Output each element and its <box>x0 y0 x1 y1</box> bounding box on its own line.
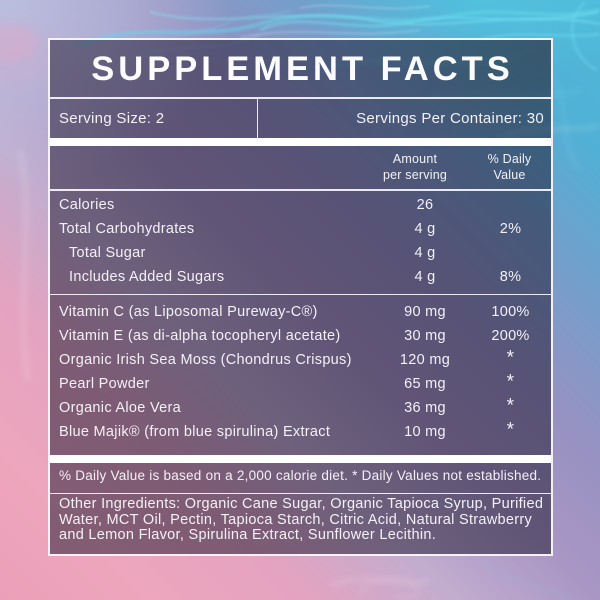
table-row: Pearl Powder 65 mg * <box>59 371 515 393</box>
divider-below-title <box>50 97 551 99</box>
table-row: Vitamin E (as di-alpha tocopheryl acetat… <box>59 327 530 344</box>
table-row: Vitamin C (as Liposomal Pureway-C®) 90 m… <box>59 303 530 320</box>
title-block: SUPPLEMENT FACTS <box>50 40 551 97</box>
table-row: Organic Aloe Vera 36 mg * <box>59 395 515 417</box>
label-content: SUPPLEMENT FACTS Serving Size: 2 Serving… <box>50 40 551 554</box>
servings-per-container: Servings Per Container: 30 <box>356 109 544 127</box>
table-row: Calories 26 <box>59 197 434 214</box>
table-row: Blue Majik® (from blue spirulina) Extrac… <box>59 419 515 441</box>
panel-tint-overlay <box>50 40 551 554</box>
other-ingredients: Other Ingredients: Organic Cane Sugar, O… <box>59 495 544 544</box>
thick-separator-top <box>50 138 551 147</box>
divider-below-headers <box>50 189 551 192</box>
serving-row: Serving Size: 2 Servings Per Container: … <box>50 98 551 139</box>
table-row: Total Sugar 4 g <box>69 245 436 262</box>
serving-size: Serving Size: 2 <box>50 98 258 139</box>
table-row: Total Carbohydrates 4 g 2% <box>59 221 522 238</box>
table-row: Includes Added Sugars 4 g 8% <box>69 269 522 286</box>
ingredient-rows: Vitamin C (as Liposomal Pureway-C®) 90 m… <box>50 295 551 455</box>
column-headers: Amount per serving % Daily Value <box>50 146 551 189</box>
nutrient-rows: Calories 26 Total Carbohydrates 4 g 2% T… <box>50 191 551 293</box>
page-title: SUPPLEMENT FACTS <box>91 50 514 89</box>
divider-mid <box>50 293 551 296</box>
daily-value-footnote: % Daily Value is based on a 2,000 calori… <box>59 468 542 484</box>
supplement-facts-panel: SUPPLEMENT FACTS Serving Size: 2 Serving… <box>48 38 553 556</box>
table-row: Organic Irish Sea Moss (Chondrus Crispus… <box>59 347 515 369</box>
divider-below-footnote <box>50 492 551 495</box>
amount-column-header: Amount per serving <box>382 152 448 182</box>
daily-value-column-header: % Daily Value <box>487 152 532 182</box>
thick-separator-bottom <box>50 454 551 463</box>
